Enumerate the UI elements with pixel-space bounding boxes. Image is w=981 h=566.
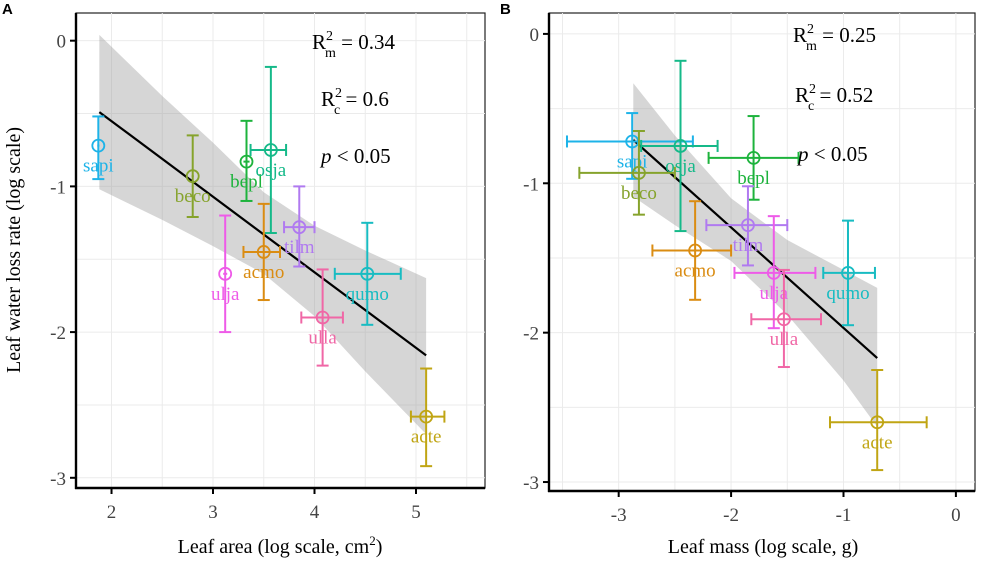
point-marker xyxy=(218,266,233,281)
point-marker xyxy=(841,266,855,280)
data-point-tilm: tilm xyxy=(283,185,316,268)
point-label: ulja xyxy=(211,284,240,305)
confidence-band xyxy=(633,83,878,427)
x-axis-title-a: Leaf area (log scale, cm2) xyxy=(178,533,383,558)
x-tick-label: 0 xyxy=(951,505,961,526)
point-marker xyxy=(673,139,688,153)
panel-letter-a: A xyxy=(2,1,13,18)
data-point-osja: osja xyxy=(249,65,288,235)
point-marker xyxy=(870,415,885,430)
x-tick-label: 4 xyxy=(310,502,320,523)
point-label: osja xyxy=(665,156,696,177)
data-point-sapi: sapi xyxy=(83,115,114,181)
panel-a-annotations: R2 m = 0.34 R2 c = 0.6 p < 0.05 xyxy=(312,29,395,168)
x-axis-title-b: Leaf mass (log scale, g) xyxy=(668,536,858,558)
point-marker xyxy=(263,143,278,157)
point-label: beco xyxy=(621,183,657,204)
panel-a-grid xyxy=(75,12,486,489)
point-marker xyxy=(315,310,330,325)
point-marker xyxy=(239,154,254,169)
y-tick-label: -3 xyxy=(523,473,539,494)
data-point-bepl: bepl xyxy=(230,119,263,202)
y-tick-label: 0 xyxy=(530,25,540,46)
point-label: acmo xyxy=(243,262,284,283)
panel-a-regression-line xyxy=(98,111,427,357)
p-annotation-a: p < 0.05 xyxy=(319,144,391,168)
y-tick-label: 0 xyxy=(57,32,67,53)
point-marker xyxy=(292,220,307,235)
y-tick-label: -1 xyxy=(523,174,539,195)
y-axis-title-a: Leaf water loss rate (log scale) xyxy=(3,127,25,373)
data-point-acmo: acmo xyxy=(651,200,733,301)
data-point-osja: osja xyxy=(640,59,719,233)
x-tick-label: 3 xyxy=(208,502,218,523)
point-marker xyxy=(741,218,755,233)
panel-b-confidence-band xyxy=(633,83,878,427)
point-marker xyxy=(632,165,646,180)
data-point-ulja: ulja xyxy=(211,214,240,334)
data-point-acte: acte xyxy=(409,367,446,468)
point-label: bepl xyxy=(230,172,263,193)
regression-line xyxy=(98,111,427,357)
point-label: acmo xyxy=(675,261,716,282)
point-marker xyxy=(688,243,703,258)
data-point-ulja: ulja xyxy=(733,215,817,330)
point-marker xyxy=(256,245,271,259)
point-label: acte xyxy=(862,432,893,453)
data-point-tilm: tilm xyxy=(705,185,789,267)
point-label: bepl xyxy=(737,168,770,189)
panel-letter-b: B xyxy=(500,1,511,18)
point-label: beco xyxy=(175,186,211,207)
point-marker xyxy=(746,150,761,165)
point-label: ulja xyxy=(760,283,789,304)
y-tick-label: -1 xyxy=(50,177,66,198)
data-point-ulla: ulla xyxy=(300,268,344,367)
point-marker xyxy=(91,138,106,153)
panel-a-axes: 2 3 4 5 0 -1 -2 -3 xyxy=(50,13,485,523)
point-label: acte xyxy=(411,427,442,448)
rc-annotation-b: R2 c = 0.52 xyxy=(795,82,873,114)
point-label: ulla xyxy=(308,328,337,349)
point-marker xyxy=(777,312,791,327)
point-label: tilm xyxy=(284,237,315,258)
rm-annotation-a: R2 m = 0.34 xyxy=(312,29,395,61)
x-tick-label: -3 xyxy=(611,505,627,526)
x-tick-label: -2 xyxy=(723,505,739,526)
point-label: sapi xyxy=(83,156,114,177)
point-label: qumo xyxy=(826,283,869,304)
y-tick-label: -2 xyxy=(50,323,66,344)
panel-b-axes: -3 -2 -1 0 0 -1 -2 -3 xyxy=(523,13,975,526)
point-label: tilm xyxy=(733,235,764,256)
point-marker xyxy=(766,266,781,280)
data-point-ulla: ulla xyxy=(750,268,823,369)
y-tick-label: -2 xyxy=(523,324,539,345)
x-tick-label: 5 xyxy=(411,502,421,523)
p-annotation-b: p < 0.05 xyxy=(796,142,868,166)
panel-b-annotations: R2 m = 0.25 R2 c = 0.52 p < 0.05 xyxy=(793,22,876,166)
y-tick-label: -3 xyxy=(50,469,66,490)
data-point-beco: beco xyxy=(578,130,676,216)
rm-annotation-b: R2 m = 0.25 xyxy=(793,22,876,54)
point-marker xyxy=(185,169,200,184)
data-point-acmo: acmo xyxy=(242,202,284,302)
point-marker xyxy=(419,409,434,424)
rc-annotation-a: R2 c = 0.6 xyxy=(321,86,389,118)
point-marker xyxy=(360,266,375,281)
data-point-qumo: qumo xyxy=(822,219,876,327)
data-point-qumo: qumo xyxy=(333,221,402,326)
x-tick-label: 2 xyxy=(107,502,117,523)
point-label: osja xyxy=(256,160,287,181)
point-label: ulla xyxy=(770,329,799,350)
data-point-beco: beco xyxy=(175,134,211,218)
point-label: qumo xyxy=(346,284,389,305)
x-tick-label: -1 xyxy=(836,505,852,526)
data-point-acte: acte xyxy=(829,369,928,472)
